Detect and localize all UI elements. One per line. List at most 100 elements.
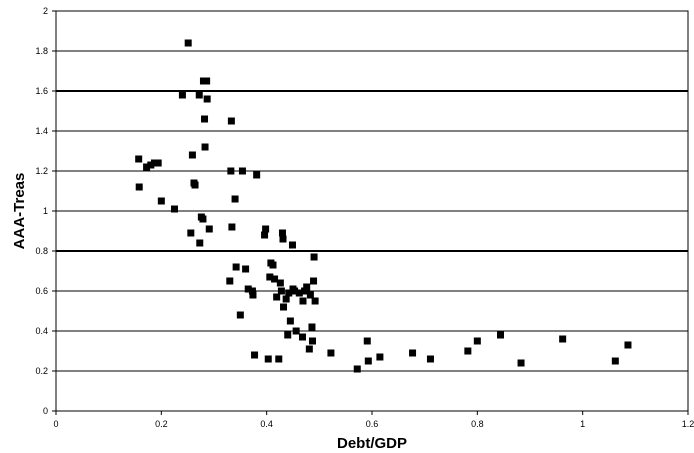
- data-point: [248, 287, 256, 295]
- data-point: [278, 229, 286, 237]
- data-point: [135, 155, 143, 163]
- data-points: [135, 39, 632, 373]
- x-axis-title: Debt/GDP: [337, 435, 407, 452]
- data-point: [327, 349, 335, 357]
- data-point: [154, 159, 162, 167]
- data-point: [135, 183, 143, 191]
- data-point: [306, 291, 314, 299]
- data-point: [276, 279, 284, 287]
- data-point: [178, 91, 186, 99]
- data-point: [191, 181, 199, 189]
- data-point: [262, 225, 270, 233]
- data-point: [292, 327, 300, 335]
- data-point: [261, 231, 269, 239]
- data-point: [353, 365, 361, 373]
- data-point: [303, 283, 311, 291]
- plot-area-border: [55, 10, 689, 412]
- data-point: [143, 163, 151, 171]
- y-tick-label: 0.8: [35, 246, 48, 256]
- data-point: [280, 303, 288, 311]
- y-axis-ticks: 0 0.2 0.4 0.6 0.8 1 1.2 1.4 1.6 1.8 2: [35, 6, 56, 416]
- data-point: [201, 143, 209, 151]
- data-point: [273, 293, 281, 301]
- data-point: [364, 357, 372, 365]
- data-point: [288, 241, 296, 249]
- y-tick-label: 2: [43, 6, 48, 16]
- gridlines: [56, 50, 688, 372]
- data-point: [205, 225, 213, 233]
- y-tick-label: 1.2: [35, 166, 48, 176]
- data-point: [249, 291, 257, 299]
- data-point: [271, 275, 279, 283]
- data-point: [275, 355, 283, 363]
- data-point: [195, 91, 203, 99]
- data-point: [611, 357, 619, 365]
- data-point: [269, 261, 277, 269]
- data-point: [203, 77, 211, 85]
- data-point: [150, 159, 158, 167]
- data-point: [228, 223, 236, 231]
- data-point: [426, 355, 434, 363]
- data-point: [203, 95, 211, 103]
- y-tick-label: 0: [43, 406, 48, 416]
- data-point: [301, 287, 309, 295]
- x-axis-ticks: 0 0.2 0.4 0.6 0.8 1 1.2: [53, 411, 694, 429]
- data-point: [201, 115, 209, 123]
- data-point: [464, 347, 472, 355]
- data-point: [147, 161, 155, 169]
- data-point: [624, 341, 632, 349]
- y-tick-label: 1.6: [35, 86, 48, 96]
- data-point: [282, 295, 290, 303]
- x-tick-label: 0.6: [366, 419, 379, 429]
- data-point: [310, 253, 318, 261]
- data-point: [184, 39, 192, 47]
- x-tick-label: 1: [580, 419, 585, 429]
- data-point: [196, 239, 204, 247]
- data-point: [188, 151, 196, 159]
- data-point: [277, 287, 285, 295]
- data-point: [157, 197, 165, 205]
- data-point: [376, 353, 384, 361]
- data-point: [227, 117, 235, 125]
- y-tick-label: 0.2: [35, 366, 48, 376]
- data-point: [187, 229, 195, 237]
- data-point: [473, 337, 481, 345]
- data-point: [264, 355, 272, 363]
- y-tick-label: 1.4: [35, 126, 48, 136]
- data-point: [231, 195, 239, 203]
- data-point: [226, 277, 234, 285]
- x-tick-label: 0.8: [471, 419, 484, 429]
- data-point: [305, 345, 313, 353]
- data-point: [310, 277, 318, 285]
- y-tick-label: 1.8: [35, 46, 48, 56]
- data-point: [232, 263, 240, 271]
- data-point: [308, 323, 316, 331]
- x-tick-label: 0.4: [260, 419, 273, 429]
- data-point: [298, 333, 306, 341]
- data-point: [238, 167, 246, 175]
- data-point: [266, 273, 274, 281]
- x-tick-label: 1.2: [682, 419, 694, 429]
- y-tick-label: 0.4: [35, 326, 48, 336]
- x-tick-label: 0.2: [155, 419, 168, 429]
- data-point: [171, 205, 178, 213]
- y-tick-label: 1: [43, 206, 48, 216]
- x-tick-label: 0: [53, 419, 58, 429]
- data-point: [291, 287, 299, 295]
- data-point: [286, 317, 294, 325]
- data-point: [311, 297, 319, 305]
- data-point: [409, 349, 417, 357]
- data-point: [497, 331, 505, 339]
- data-point: [308, 337, 316, 345]
- data-point: [251, 351, 259, 359]
- data-point: [517, 359, 525, 367]
- data-point: [363, 337, 371, 345]
- data-point: [236, 311, 244, 319]
- data-point: [299, 297, 307, 305]
- data-point: [244, 285, 252, 293]
- y-axis-title: AAA-Treas: [11, 173, 28, 250]
- data-point: [284, 331, 292, 339]
- data-point: [295, 289, 303, 297]
- data-point: [227, 167, 235, 175]
